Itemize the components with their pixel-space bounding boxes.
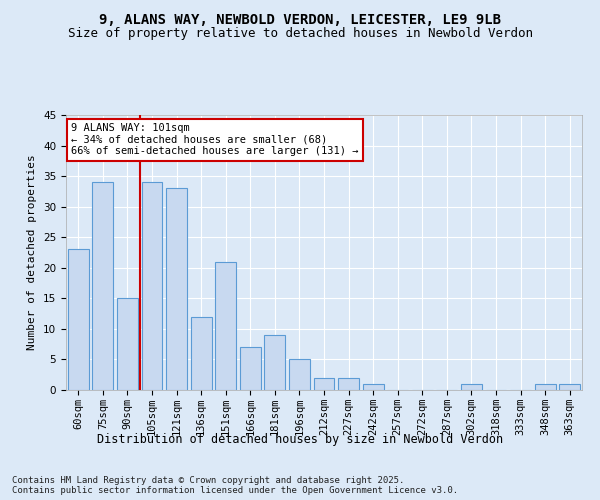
Bar: [117, 298, 138, 390]
Text: Distribution of detached houses by size in Newbold Verdon: Distribution of detached houses by size …: [97, 432, 503, 446]
Bar: [289, 360, 310, 390]
Text: Contains HM Land Registry data © Crown copyright and database right 2025.
Contai: Contains HM Land Registry data © Crown c…: [12, 476, 458, 495]
Bar: [166, 188, 187, 390]
Bar: [535, 384, 556, 390]
Bar: [92, 182, 113, 390]
Bar: [559, 384, 580, 390]
Bar: [68, 250, 89, 390]
Text: Size of property relative to detached houses in Newbold Verdon: Size of property relative to detached ho…: [67, 28, 533, 40]
Bar: [461, 384, 482, 390]
Y-axis label: Number of detached properties: Number of detached properties: [28, 154, 37, 350]
Bar: [215, 262, 236, 390]
Bar: [338, 378, 359, 390]
Bar: [314, 378, 334, 390]
Text: 9, ALANS WAY, NEWBOLD VERDON, LEICESTER, LE9 9LB: 9, ALANS WAY, NEWBOLD VERDON, LEICESTER,…: [99, 12, 501, 26]
Bar: [265, 335, 286, 390]
Bar: [240, 347, 261, 390]
Bar: [362, 384, 383, 390]
Bar: [191, 316, 212, 390]
Text: 9 ALANS WAY: 101sqm
← 34% of detached houses are smaller (68)
66% of semi-detach: 9 ALANS WAY: 101sqm ← 34% of detached ho…: [71, 123, 359, 156]
Bar: [142, 182, 163, 390]
